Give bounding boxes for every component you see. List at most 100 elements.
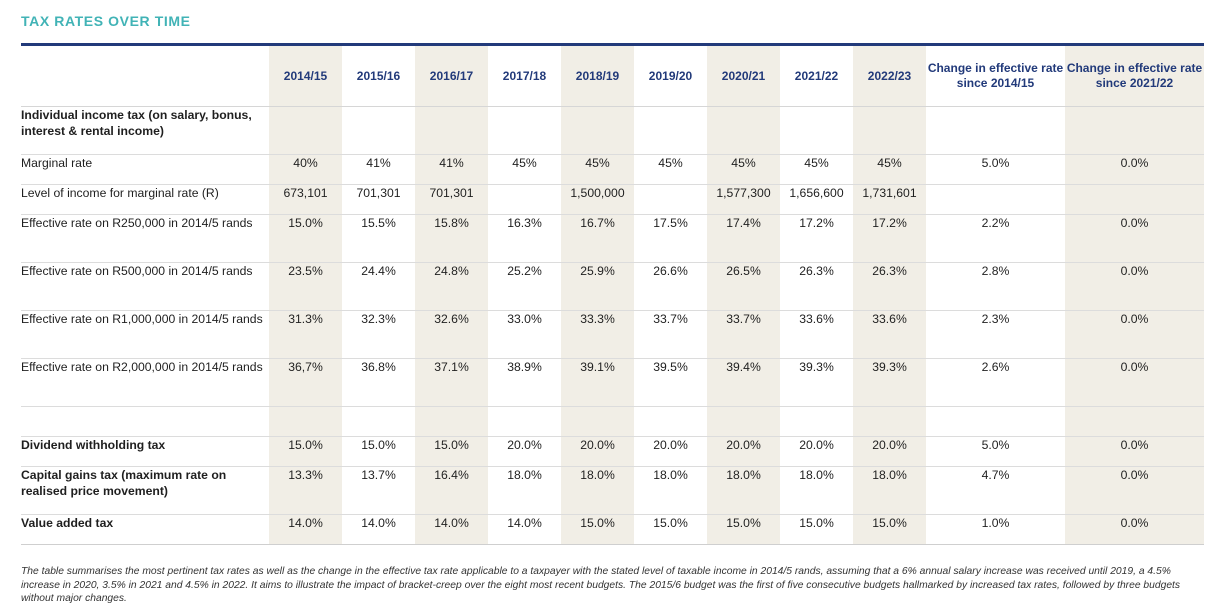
table-cell: 20.0% — [780, 436, 853, 467]
table-cell: 701,301 — [415, 184, 488, 215]
table-cell: 39.1% — [561, 358, 634, 407]
table-cell: 16.3% — [488, 214, 561, 263]
table-cell — [926, 406, 1065, 437]
table-cell — [488, 184, 561, 215]
table-cell: 20.0% — [561, 436, 634, 467]
table-cell: 15.0% — [415, 436, 488, 467]
table-cell: 15.5% — [342, 214, 415, 263]
row-label: Level of income for marginal rate (R) — [21, 184, 269, 215]
table-cell: 0.0% — [1065, 310, 1204, 359]
table-cell: 1,577,300 — [707, 184, 780, 215]
header-2017-18: 2017/18 — [488, 46, 561, 107]
table-cell: 0.0% — [1065, 514, 1204, 545]
table-cell: 31.3% — [269, 310, 342, 359]
table-cell: 20.0% — [488, 436, 561, 467]
table-cell: 0.0% — [1065, 262, 1204, 311]
header-2016-17: 2016/17 — [415, 46, 488, 107]
table-row: Level of income for marginal rate (R) 673… — [21, 184, 1204, 215]
row-label: Dividend withholding tax — [21, 436, 269, 467]
table-cell: 20.0% — [707, 436, 780, 467]
table-cell: 20.0% — [853, 436, 926, 467]
table-cell: 26.6% — [634, 262, 707, 311]
table-cell — [1065, 184, 1204, 215]
table-cell: 0.0% — [1065, 436, 1204, 467]
table-cell — [561, 106, 634, 155]
header-label-cell — [21, 46, 269, 107]
row-label: Value added tax — [21, 514, 269, 545]
table-cell: 38.9% — [488, 358, 561, 407]
table-cell: 24.4% — [342, 262, 415, 311]
header-2018-19: 2018/19 — [561, 46, 634, 107]
table-cell: 16.7% — [561, 214, 634, 263]
table-row: Capital gains tax (maximum rate on reali… — [21, 466, 1204, 515]
table-cell: 15.0% — [853, 514, 926, 545]
table-cell: 15.0% — [342, 436, 415, 467]
table-cell: 14.0% — [342, 514, 415, 545]
table-cell: 18.0% — [634, 466, 707, 515]
table-cell — [853, 406, 926, 437]
table-cell: 4.7% — [926, 466, 1065, 515]
table-cell: 18.0% — [780, 466, 853, 515]
table-cell: 32.3% — [342, 310, 415, 359]
table-row: Effective rate on R2,000,000 in 2014/5 r… — [21, 358, 1204, 407]
table-cell: 41% — [342, 154, 415, 185]
row-label: Effective rate on R1,000,000 in 2014/5 r… — [21, 310, 269, 359]
table-cell: 45% — [561, 154, 634, 185]
table-cell: 18.0% — [707, 466, 780, 515]
table-row — [21, 406, 1204, 437]
page-title: TAX RATES OVER TIME — [21, 13, 191, 29]
table-cell: 45% — [488, 154, 561, 185]
table-row: Effective rate on R500,000 in 2014/5 ran… — [21, 262, 1204, 311]
table-cell: 1,656,600 — [780, 184, 853, 215]
table-cell: 39.5% — [634, 358, 707, 407]
table-cell: 41% — [415, 154, 488, 185]
table-row: Individual income tax (on salary, bonus,… — [21, 106, 1204, 155]
table-cell: 18.0% — [853, 466, 926, 515]
table-cell — [342, 106, 415, 155]
table-cell: 33.7% — [634, 310, 707, 359]
header-2020-21: 2020/21 — [707, 46, 780, 107]
table-cell: 0.0% — [1065, 154, 1204, 185]
table-cell: 25.2% — [488, 262, 561, 311]
table-cell: 40% — [269, 154, 342, 185]
table-cell: 26.5% — [707, 262, 780, 311]
table-cell: 37.1% — [415, 358, 488, 407]
table-cell: 26.3% — [853, 262, 926, 311]
table-cell: 2.8% — [926, 262, 1065, 311]
table-cell — [269, 106, 342, 155]
table-row: Effective rate on R1,000,000 in 2014/5 r… — [21, 310, 1204, 359]
header-2021-22: 2021/22 — [780, 46, 853, 107]
row-label: Effective rate on R250,000 in 2014/5 ran… — [21, 214, 269, 263]
table-cell: 33.0% — [488, 310, 561, 359]
table-cell — [561, 406, 634, 437]
table-cell: 2.6% — [926, 358, 1065, 407]
table-row: Marginal rate 40% 41% 41% 45% 45% 45% 45% 45% 45%… — [21, 154, 1204, 185]
table-cell: 33.6% — [853, 310, 926, 359]
table-cell: 23.5% — [269, 262, 342, 311]
table-row: Value added tax 14.0% 14.0% 14.0% 14.0% 15.0%… — [21, 514, 1204, 545]
table-cell: 673,101 — [269, 184, 342, 215]
table-cell: 33.3% — [561, 310, 634, 359]
table-cell: 15.0% — [269, 436, 342, 467]
table-cell: 36,7% — [269, 358, 342, 407]
table-cell: 33.6% — [780, 310, 853, 359]
table-cell: 15.0% — [634, 514, 707, 545]
table-cell — [488, 106, 561, 155]
table-cell: 15.0% — [780, 514, 853, 545]
row-label: Effective rate on R2,000,000 in 2014/5 r… — [21, 358, 269, 407]
table-cell — [780, 406, 853, 437]
table-cell: 701,301 — [342, 184, 415, 215]
table-cell: 25.9% — [561, 262, 634, 311]
table-cell — [488, 406, 561, 437]
header-change-since-2014-15: Change in effective rate since 2014/15 — [926, 46, 1065, 107]
table-cell — [707, 406, 780, 437]
table-cell — [1065, 406, 1204, 437]
table-cell: 2.3% — [926, 310, 1065, 359]
table-cell: 32.6% — [415, 310, 488, 359]
table-cell: 17.2% — [853, 214, 926, 263]
table-cell — [342, 406, 415, 437]
table-cell: 15.0% — [561, 514, 634, 545]
table-row: Dividend withholding tax 15.0% 15.0% 15.0% 2… — [21, 436, 1204, 467]
table-cell: 45% — [853, 154, 926, 185]
table-cell: 18.0% — [561, 466, 634, 515]
